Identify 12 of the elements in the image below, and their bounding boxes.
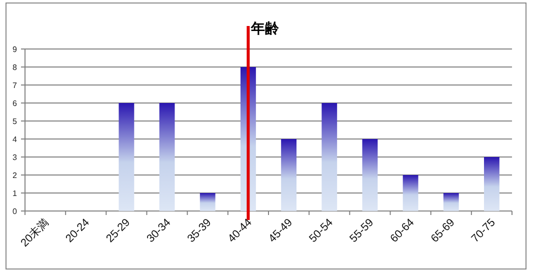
y-tick-label: 0 — [12, 207, 18, 216]
x-tick-label: 20未満 — [18, 216, 52, 250]
y-tick-label: 3 — [12, 153, 18, 162]
y-tick-label: 8 — [12, 63, 18, 72]
y-tick-label: 4 — [12, 135, 18, 144]
y-tick-label: 2 — [12, 171, 18, 180]
y-tick-label: 5 — [12, 117, 18, 126]
ref-line-label: 年齢 — [250, 20, 280, 36]
y-tick-label: 9 — [12, 45, 18, 54]
y-tick-label: 6 — [12, 99, 18, 108]
y-tick-label: 1 — [12, 189, 18, 198]
y-tick-label: 7 — [12, 81, 18, 90]
